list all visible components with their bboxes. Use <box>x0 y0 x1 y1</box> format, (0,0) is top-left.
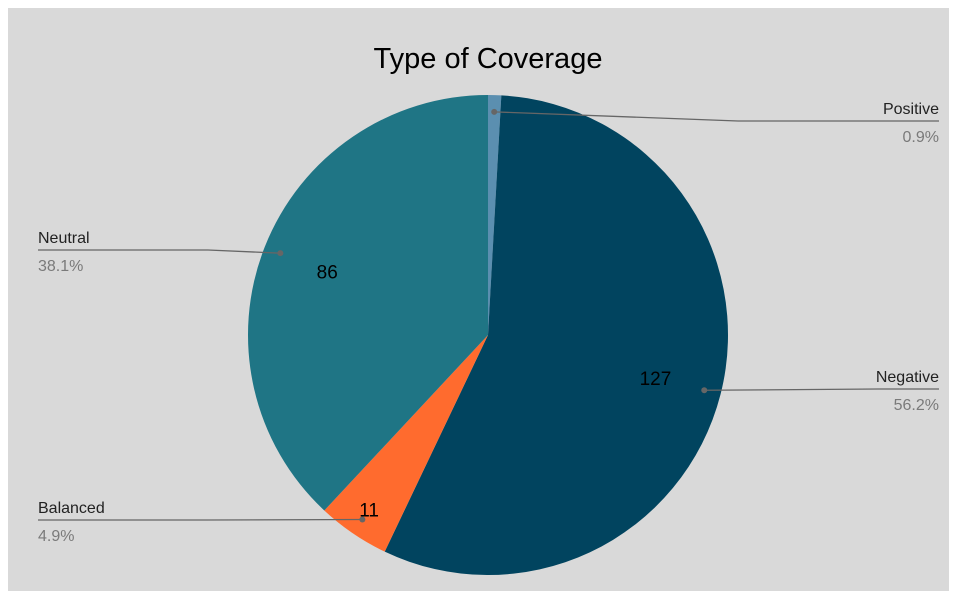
leader-line-positive <box>494 111 939 122</box>
slice-name-neutral: Neutral <box>38 230 90 247</box>
leader-dot-positive <box>491 108 498 115</box>
slice-name-negative: Negative <box>876 369 939 386</box>
leader-line-balanced <box>38 518 363 521</box>
chart-title: Type of Coverage <box>374 43 603 75</box>
slice-percent-positive: 0.9% <box>903 129 939 146</box>
pie-slices <box>247 95 729 575</box>
leader-dot-neutral <box>277 250 284 257</box>
leader-line-negative <box>704 388 939 391</box>
leader-lines <box>38 108 939 523</box>
slice-name-positive: Positive <box>883 101 939 118</box>
pie-slice-balanced <box>324 335 488 552</box>
data-label-neutral: 86 <box>317 263 338 284</box>
data-label-balanced: 11 <box>359 501 379 522</box>
slice-percent-negative: 56.2% <box>894 397 939 414</box>
slice-name-balanced: Balanced <box>38 500 105 517</box>
pie-slice-neutral <box>247 95 488 511</box>
leader-dot-negative <box>701 387 708 394</box>
data-label-negative: 127 <box>640 369 672 390</box>
slice-labels: Positive 0.9% 127 Negative 56.2% 11 Balanced 4.… <box>38 101 939 545</box>
pie-slice-negative <box>384 95 729 575</box>
leader-dot-balanced <box>359 516 366 523</box>
chart-area: Type of Coverage Positive 0.9% 127 Negative… <box>8 8 949 591</box>
slice-percent-balanced: 4.9% <box>38 528 74 545</box>
leader-line-neutral <box>38 249 281 254</box>
pie-slice-positive <box>488 95 502 335</box>
slice-percent-neutral: 38.1% <box>38 258 83 275</box>
pie-chart: Type of Coverage Positive 0.9% 127 Negative… <box>38 43 939 575</box>
